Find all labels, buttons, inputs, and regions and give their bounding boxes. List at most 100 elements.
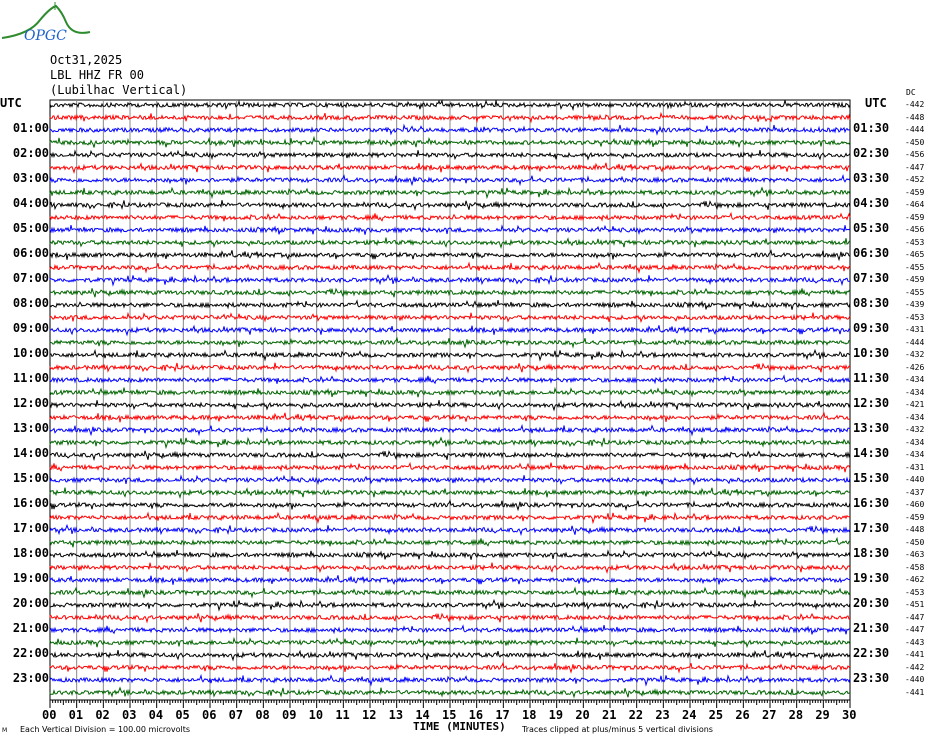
x-tick-label: 18 <box>522 708 537 722</box>
x-tick-label: 22 <box>628 708 644 722</box>
x-tick-label: 13 <box>388 708 404 722</box>
right-row-label: 06:30 <box>853 246 890 260</box>
dc-offset: -432 <box>905 350 925 359</box>
dc-offset: -426 <box>905 362 925 372</box>
x-tick-label: 11 <box>335 708 350 722</box>
seismic-trace <box>49 224 851 236</box>
dc-offset: -447 <box>905 612 925 622</box>
seismic-trace <box>49 461 851 473</box>
seismic-trace <box>49 173 851 187</box>
seismic-trace <box>49 386 851 398</box>
left-row-label: 01:00 <box>12 121 49 135</box>
dc-offset: -432 <box>905 425 925 434</box>
dc-offset: -431 <box>905 325 925 334</box>
dc-offset: -434 <box>905 437 925 447</box>
x-tick-label: 07 <box>228 708 244 722</box>
x-tick-label: 03 <box>122 708 137 722</box>
seismic-trace <box>49 362 851 374</box>
right-row-label: 20:30 <box>853 596 890 610</box>
dc-offset: -456 <box>905 225 925 234</box>
dc-offset: -459 <box>905 275 925 284</box>
x-tick-label: 08 <box>255 708 270 722</box>
dc-offset: -439 <box>905 300 925 309</box>
left-row-label: 23:00 <box>12 671 49 685</box>
location-label: (Lubilhac Vertical) <box>50 83 188 97</box>
dc-offset: -440 <box>905 475 925 484</box>
seismic-trace <box>49 523 851 537</box>
right-row-label: 07:30 <box>853 271 890 285</box>
left-row-label: 07:00 <box>12 271 49 285</box>
logo-text: OPGC <box>24 28 67 44</box>
seismic-trace <box>49 324 851 337</box>
seismic-trace <box>49 162 851 175</box>
x-tick-label: 28 <box>788 708 804 722</box>
date-label: Oct31,2025 <box>50 53 123 67</box>
x-tick-label: 24 <box>682 708 697 722</box>
x-tick-label: 14 <box>415 708 430 722</box>
seismic-trace <box>49 135 851 148</box>
dc-offset: -452 <box>905 175 925 184</box>
dc-offset: -444 <box>905 337 925 347</box>
dc-label: DC <box>906 88 916 97</box>
left-row-label: 02:00 <box>12 146 49 160</box>
dc-offset: -434 <box>905 412 925 422</box>
dc-offset: -442 <box>905 662 925 672</box>
seismic-trace <box>49 686 851 699</box>
right-row-label: 14:30 <box>853 446 890 460</box>
seismic-trace <box>49 586 851 600</box>
left-row-label: 09:00 <box>12 321 49 335</box>
dc-offset: -459 <box>905 187 925 197</box>
dc-offset: -421 <box>905 400 925 409</box>
right-row-label: UTC <box>865 96 887 110</box>
station-label: LBL HHZ FR 00 <box>50 68 144 82</box>
seismic-trace <box>49 200 851 212</box>
seismic-trace <box>49 249 851 262</box>
left-row-label: 18:00 <box>12 546 49 560</box>
left-row-label: 10:00 <box>12 346 49 360</box>
dc-offset: -455 <box>905 262 925 272</box>
left-row-label: 16:00 <box>12 496 49 510</box>
x-tick-label: 23 <box>655 708 670 722</box>
opgc-logo: OPGC <box>1 2 91 44</box>
dc-offset: -437 <box>905 487 925 497</box>
dc-offset: -463 <box>905 550 925 559</box>
seismic-trace <box>49 399 851 412</box>
left-row-label: 14:00 <box>12 446 49 460</box>
seismic-trace <box>49 287 851 298</box>
right-row-label: 11:30 <box>853 371 890 385</box>
left-row-label: 21:00 <box>12 621 49 635</box>
x-tick-label: 20 <box>575 708 590 722</box>
x-tick-label: 00 <box>42 708 57 722</box>
x-tick-label: 25 <box>708 708 724 722</box>
dc-offset: -462 <box>905 575 925 584</box>
dc-offset: -453 <box>905 587 925 597</box>
x-tick-label: 27 <box>762 708 777 722</box>
seismic-trace <box>49 149 851 161</box>
dc-offset: -440 <box>905 675 925 684</box>
x-tick-label: 21 <box>602 708 617 722</box>
seismic-trace <box>49 624 851 635</box>
dc-offset: -444 <box>905 125 925 134</box>
left-row-label: UTC <box>0 96 22 110</box>
seismic-trace <box>49 374 851 385</box>
dc-offset: -442 <box>905 100 925 109</box>
left-row-label: 20:00 <box>12 596 49 610</box>
seismic-trace <box>49 474 851 486</box>
x-tick-label: 12 <box>362 708 377 722</box>
seismic-trace <box>49 237 851 250</box>
right-row-label: 19:30 <box>853 571 890 585</box>
dc-offset: -447 <box>905 625 925 634</box>
seismic-trace <box>49 673 851 687</box>
clip-note: Traces clipped at plus/minus 5 vertical … <box>522 725 713 734</box>
seismic-trace <box>49 636 851 649</box>
seismic-trace <box>49 123 851 136</box>
left-row-label: 12:00 <box>12 396 49 410</box>
dc-offset: -441 <box>905 687 925 697</box>
dc-offset: -443 <box>905 637 925 647</box>
seismic-trace <box>49 598 851 612</box>
dc-offset: -460 <box>905 500 925 509</box>
x-tick-label: 15 <box>442 708 457 722</box>
seismic-trace <box>49 612 850 624</box>
dc-offset: -453 <box>905 312 925 322</box>
